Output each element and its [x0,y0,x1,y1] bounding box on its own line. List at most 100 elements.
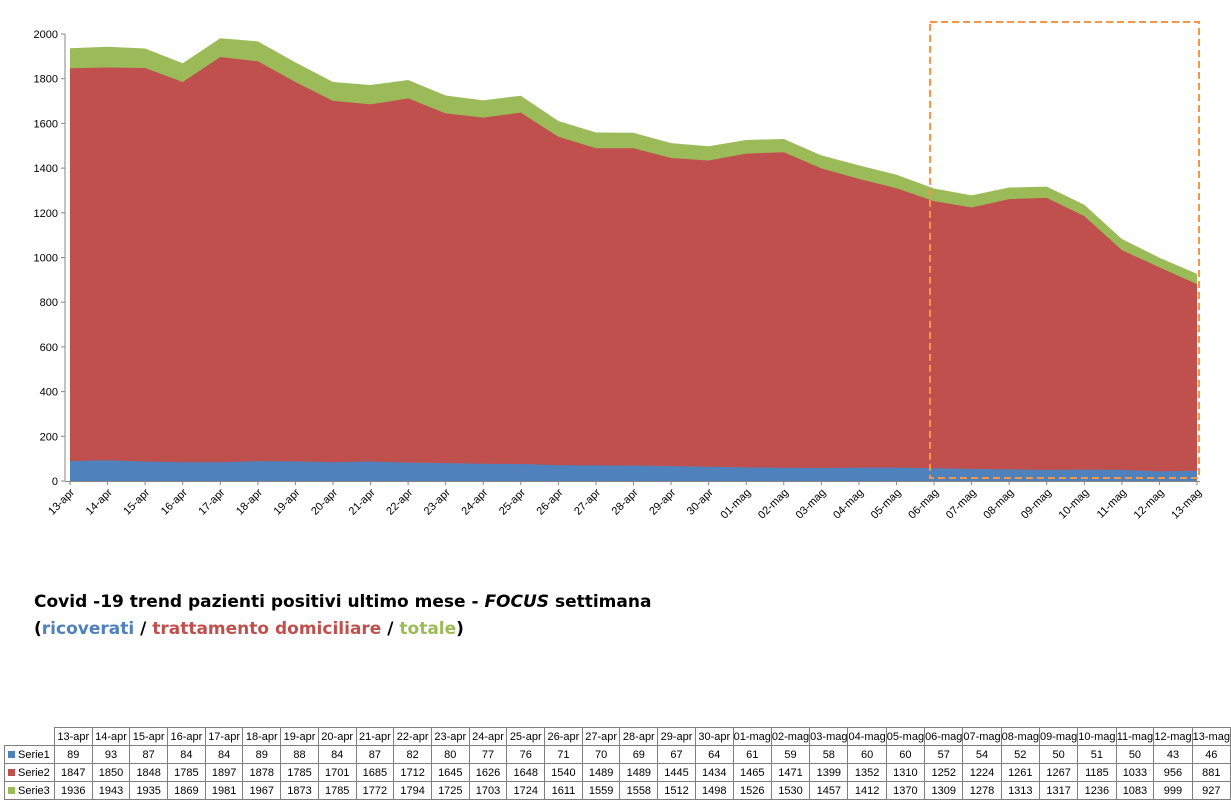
table-cell: 1252 [924,763,964,782]
table-cell: 1267 [1038,763,1079,782]
table-cell: 1869 [167,781,206,800]
table-header-cell: 19-apr [280,727,319,746]
table-cell: 84 [204,745,244,764]
table-cell: 1626 [468,763,508,782]
table-cell: 64 [694,745,734,764]
y-tick-label: 1600 [34,118,58,130]
x-axis-tick-labels: 13-apr 14-apr 15-apr 16-apr 17-apr 18-apr 19-a… [46,481,1204,521]
table-cell: 1317 [1038,781,1079,800]
table-cell: 881 [1191,763,1231,782]
table-series-label: Serie1 [4,745,55,764]
table-cell: 1465 [732,763,772,782]
y-tick-label: 400 [40,387,58,399]
table-header-cell: 17-apr [204,727,244,746]
subtitle-trattamento-domiciliare: trattamento domiciliare [152,619,382,639]
subtitle-totale: totale [399,619,457,639]
x-tick-label: 18-apr [234,486,265,517]
table-cell: 1399 [809,763,849,782]
table-header-cell: 15-apr [129,727,169,746]
table-header-cell: 18-apr [242,727,282,746]
table-header-cell: 10-mag [1077,727,1117,746]
table-row: Serie3 1936 1943 1935 1869 1981 1967 1873 1785 17… [4,781,1231,800]
series-serie2-area [70,57,1197,482]
table-cell: 1794 [393,781,432,800]
legend-key-swatch [8,786,15,794]
table-cell: 89 [242,745,282,764]
table-header-cell: 16-apr [167,727,206,746]
subtitle-separator-1: / [134,619,153,639]
table-cell: 1645 [430,763,470,782]
title-prefix: Covid -19 trend pazienti positivi ultimo… [34,592,485,612]
table-cell: 60 [847,745,887,764]
table-cell: 1685 [355,763,395,782]
table-cell: 1967 [242,781,282,800]
table-cell: 51 [1077,745,1117,764]
table-header-cell: 03-mag [809,727,849,746]
x-tick-label: 29-apr [647,486,678,517]
table-cell: 89 [53,745,93,764]
table-cell: 57 [924,745,964,764]
y-tick-label: 0 [52,476,58,488]
table-cell: 1847 [53,763,93,782]
table-header-cell: 14-apr [91,727,131,746]
table-header-cell: 09-mag [1038,727,1079,746]
table-cell: 1412 [847,781,887,800]
table-cell: 88 [280,745,319,764]
table-cell: 1648 [506,763,546,782]
table-cell: 69 [619,745,659,764]
table-cell: 87 [129,745,169,764]
table-cell: 1278 [962,781,1002,800]
table-cell: 87 [355,745,395,764]
table-cell: 1772 [355,781,395,800]
table-header-cell: 23-apr [430,727,470,746]
table-header-cell: 30-apr [694,727,734,746]
table-cell: 80 [430,745,470,764]
table-cell: 1310 [885,763,926,782]
table-cell: 71 [544,745,583,764]
table-series-label: Serie2 [4,763,55,782]
table-cell: 927 [1191,781,1231,800]
table-cell: 77 [468,745,508,764]
table-cell: 54 [962,745,1002,764]
table-cell: 1489 [619,763,659,782]
table-header-cell: 13-apr [53,727,93,746]
x-tick-label: 01-mag [718,487,753,522]
x-tick-label: 13-mag [1169,487,1204,522]
table-header-cell: 24-apr [468,727,508,746]
table-cell: 43 [1153,745,1193,764]
table-cell: 1701 [317,763,357,782]
area-chart: 0 200 400 600 800 1000 1200 1400 1600 1800 2000 13… [34,21,1204,521]
y-tick-label: 200 [40,431,58,443]
table-cell: 1457 [809,781,849,800]
table-corner-cell [5,728,55,746]
table-cell: 1236 [1077,781,1117,800]
table-cell: 1725 [430,781,470,800]
table-cell: 1558 [619,781,659,800]
table-cell: 1850 [91,763,131,782]
table-cell: 70 [581,745,621,764]
table-cell: 1352 [847,763,887,782]
x-tick-label: 13-apr [46,486,77,517]
table-header-cell: 26-apr [544,727,583,746]
table-cell: 1309 [924,781,964,800]
table-cell: 50 [1038,745,1079,764]
table-header-cell: 21-apr [355,727,395,746]
table-cell: 1224 [962,763,1002,782]
series-name: Serie1 [18,748,50,761]
table-cell: 84 [317,745,357,764]
table-header-cell: 12-mag [1153,727,1193,746]
table-cell: 1897 [204,763,244,782]
chart-title: Covid -19 trend pazienti positivi ultimo… [34,592,651,612]
table-header-cell: 02-mag [770,727,811,746]
subtitle-ricoverati: ricoverati [41,619,135,639]
table-cell: 1083 [1115,781,1155,800]
x-tick-label: 24-apr [459,486,490,517]
x-tick-label: 07-mag [944,487,979,522]
table-cell: 1185 [1077,763,1117,782]
table-cell: 956 [1153,763,1193,782]
table-cell: 1526 [732,781,772,800]
table-header-cell: 04-mag [847,727,887,746]
table-cell: 999 [1153,781,1193,800]
table-cell: 1724 [506,781,546,800]
series-name: Serie3 [18,784,50,797]
